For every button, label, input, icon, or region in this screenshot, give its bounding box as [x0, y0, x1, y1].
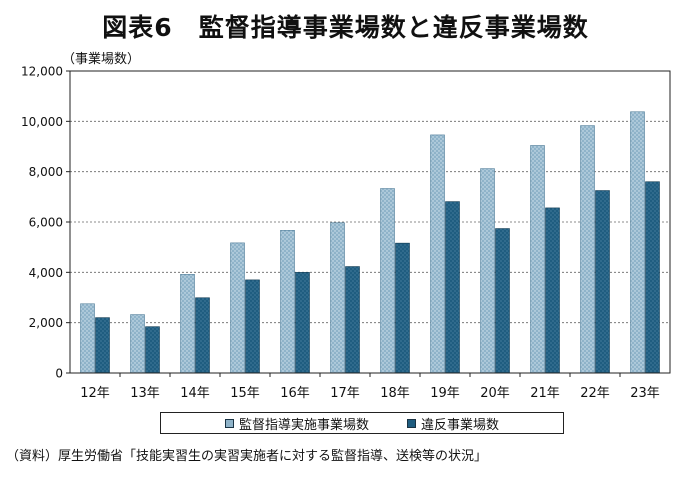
bar-violation-7: [395, 242, 410, 374]
bar-violation-11: [595, 190, 610, 374]
legend-swatch-series-2: [407, 418, 416, 428]
y-tick-label: 6,000: [29, 216, 63, 230]
x-tick-label: 13年: [130, 386, 160, 401]
bar-inspected-5: [280, 230, 295, 374]
bar-inspected-4: [230, 242, 245, 374]
bar-inspected-1: [80, 303, 95, 374]
legend-swatch-series-1: [224, 418, 234, 428]
bar-inspected-9: [480, 168, 495, 374]
legend-item-series-1: 監督指導実施事業場数: [224, 414, 369, 433]
bar-inspected-2: [130, 314, 145, 374]
x-tick-label: 17年: [330, 386, 360, 401]
bar-violation-9: [495, 228, 510, 374]
legend-item-series-2: 違反事業場数: [407, 414, 499, 433]
y-tick-label: 0: [55, 367, 63, 381]
bar-violation-5: [295, 272, 310, 374]
x-tick-label: 23年: [630, 386, 660, 401]
y-axis-unit-label: （事業場数）: [62, 52, 141, 67]
bar-inspected-10: [530, 145, 545, 374]
legend-label-series-2: 違反事業場数: [421, 417, 500, 433]
bar-violation-4: [245, 279, 260, 374]
y-tick-label: 4,000: [29, 266, 63, 280]
x-tick-label: 15年: [230, 386, 260, 401]
x-tick-label: 22年: [580, 386, 610, 401]
bars: [80, 111, 660, 374]
y-tick-label: 10,000: [21, 115, 63, 129]
x-tick-label: 21年: [530, 386, 560, 401]
axes: [66, 70, 671, 377]
x-tick-label: 18年: [380, 386, 410, 401]
x-tick-label: 20年: [480, 386, 510, 401]
bar-inspected-12: [630, 111, 645, 374]
grid-lines: [70, 120, 670, 324]
y-tick-label: 8,000: [29, 165, 63, 179]
y-tick-label: 12,000: [21, 65, 63, 79]
bar-violation-10: [545, 207, 560, 374]
x-tick-label: 14年: [180, 386, 210, 401]
bar-violation-8: [445, 201, 460, 374]
bar-violation-3: [195, 297, 210, 374]
legend-label-series-1: 監督指導実施事業場数: [238, 417, 369, 433]
bar-violation-1: [95, 317, 110, 374]
bar-inspected-3: [180, 274, 195, 374]
x-tick-label: 16年: [280, 386, 310, 401]
y-tick-label: 2,000: [29, 316, 63, 330]
bar-violation-2: [145, 326, 160, 374]
tick-labels: 0 2,000 4,000 6,000 8,000 10,000 12,000 12年 13年 1…: [21, 65, 660, 402]
bar-inspected-8: [430, 134, 445, 374]
x-tick-label: 12年: [80, 386, 110, 401]
x-tick-label: 19年: [430, 386, 460, 401]
source-note: （資料）厚生労働省「技能実習生の実習実施者に対する監督指導、送検等の状況」: [6, 449, 488, 464]
bar-violation-6: [345, 266, 360, 374]
bar-inspected-6: [330, 222, 345, 374]
bar-inspected-7: [380, 188, 395, 374]
bar-violation-12: [645, 181, 660, 374]
bar-inspected-11: [580, 125, 595, 374]
chart-title: 図表6 監督指導事業場数と違反事業場数: [102, 13, 589, 42]
legend: 監督指導実施事業場数 違反事業場数: [160, 412, 564, 434]
